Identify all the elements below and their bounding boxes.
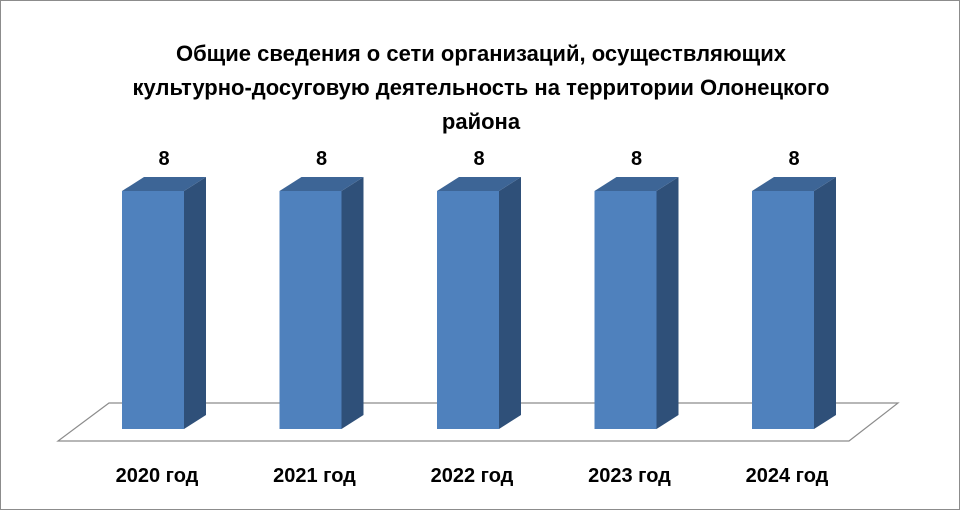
bar-top [122,177,206,191]
bar [279,191,342,429]
x-tick-label: 2024 год [746,465,829,487]
bar-top [752,177,836,191]
x-tick-label: 2020 год [116,465,199,487]
bar-side [341,177,364,429]
x-tick-label: 2021 год [273,465,356,487]
bar-side [184,177,206,429]
value-label: 8 [473,148,484,170]
bar-side [656,177,679,429]
x-tick-label: 2022 год [431,465,514,487]
bar [752,191,814,429]
bar [437,191,499,429]
bar [122,191,184,429]
value-label: 8 [158,148,169,170]
bar-side [499,177,521,429]
value-label: 8 [316,148,327,170]
bar-side [814,177,836,429]
chart-title: Общие сведения о сети организаций, осуще… [132,41,830,134]
bar-top [594,177,679,191]
value-label: 8 [631,148,642,170]
bar-top [437,177,521,191]
value-label: 8 [788,148,799,170]
x-tick-label: 2023 год [588,465,671,487]
bar-top [279,177,364,191]
bar [594,191,657,429]
